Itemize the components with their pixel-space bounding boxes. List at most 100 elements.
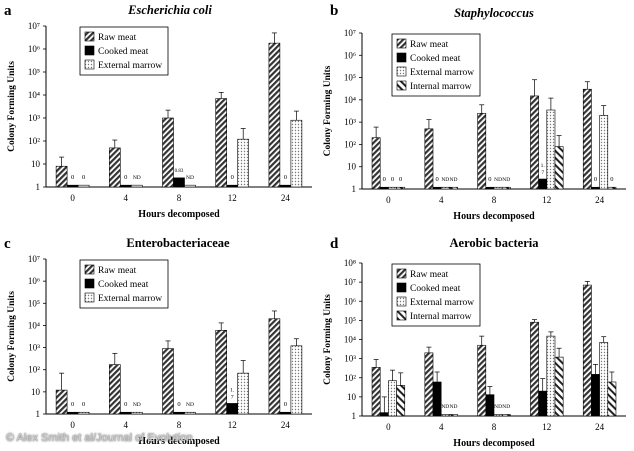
bar-solid xyxy=(120,184,132,188)
legend-swatch xyxy=(396,52,407,63)
legend-label: Raw meat xyxy=(410,40,449,50)
legend-swatch xyxy=(84,59,95,70)
bar-solid xyxy=(432,186,442,190)
legend: Raw meat Cooked meat External marrow xyxy=(79,26,169,76)
y-tick-label: 1 xyxy=(36,182,41,192)
legend-label: Cooked meat xyxy=(98,47,149,57)
bar-dots xyxy=(440,186,450,190)
legend-swatch xyxy=(396,268,407,279)
legend-box xyxy=(391,33,481,97)
x-tick-label: 4 xyxy=(439,195,444,205)
x-tick-label: 0 xyxy=(70,193,75,203)
bar-diag-rev xyxy=(449,186,458,190)
bar-diag xyxy=(371,367,381,417)
bar-solid xyxy=(279,184,292,188)
bar-dots xyxy=(184,184,196,188)
bar-solid xyxy=(538,178,548,190)
data-label: ND xyxy=(441,404,449,410)
bar-dots xyxy=(77,184,90,188)
bar-diag xyxy=(215,330,228,415)
bar-solid xyxy=(279,411,292,415)
bar-diag xyxy=(424,128,434,190)
data-label: 1. xyxy=(541,163,546,169)
x-axis-label: Hours decomposed xyxy=(138,209,220,220)
bar-diag xyxy=(268,318,281,415)
y-axis-label: Colony Forming Units xyxy=(7,61,17,152)
data-label: ND xyxy=(449,177,457,183)
legend-label: External marrow xyxy=(410,298,474,308)
y-tick-label: 10⁷ xyxy=(344,277,356,287)
y-tick-label: 10² xyxy=(28,136,40,146)
y-tick-label: 10⁵ xyxy=(344,315,356,325)
data-label: 0 xyxy=(71,401,74,408)
panel-label: d xyxy=(330,236,339,252)
legend-label: Raw meat xyxy=(410,270,449,280)
bar-dots xyxy=(493,414,503,417)
legend-box xyxy=(79,259,169,309)
chart-title: Enterobacteriaceae xyxy=(126,236,230,250)
y-tick-label: 10⁵ xyxy=(28,298,40,308)
y-tick-label: 10² xyxy=(344,139,356,149)
bar-solid xyxy=(66,411,79,415)
data-label: 0 xyxy=(124,174,127,181)
bar-diag xyxy=(530,321,539,417)
data-label: 0 xyxy=(177,401,180,408)
x-tick-label: 24 xyxy=(281,420,291,430)
bar-diag-rev xyxy=(449,414,458,417)
bar-diag xyxy=(162,348,174,415)
legend-label: Raw meat xyxy=(98,33,137,43)
y-tick-label: 10⁶ xyxy=(344,296,356,306)
data-label: 0 xyxy=(594,176,597,183)
legend-swatch xyxy=(396,282,407,293)
data-label: ND xyxy=(502,404,510,410)
bar-dots xyxy=(237,372,249,415)
y-tick-label: 10⁸ xyxy=(344,258,356,268)
y-tick-label: 10⁴ xyxy=(28,90,40,100)
bar-diag xyxy=(109,147,121,188)
y-axis-label: Colony Forming Units xyxy=(7,291,17,382)
x-tick-label: 4 xyxy=(124,193,129,203)
x-tick-label: 0 xyxy=(70,420,75,430)
data-label: 1. xyxy=(230,387,235,393)
bar-dots xyxy=(77,411,90,415)
x-tick-label: 24 xyxy=(281,193,291,203)
y-tick-label: 10 xyxy=(31,387,41,397)
y-tick-label: 1 xyxy=(36,409,41,419)
legend: Raw meat Cooked meat External marrow Intern… xyxy=(391,263,481,327)
data-label: 0 xyxy=(124,401,127,408)
legend: Raw meat Cooked meat External marrow xyxy=(79,259,169,309)
data-label: 0 xyxy=(383,176,386,183)
x-tick-label: 12 xyxy=(542,195,551,205)
data-label: 0 xyxy=(284,401,287,408)
y-tick-label: 10⁷ xyxy=(28,254,40,264)
bar-diag xyxy=(55,389,68,415)
chart-title: Aerobic bacteria xyxy=(450,236,540,250)
bar-solid xyxy=(66,184,79,188)
data-label: 0 xyxy=(435,176,438,183)
legend: Raw meat Cooked meat External marrow Intern… xyxy=(391,33,481,97)
bar-dots xyxy=(440,414,450,417)
data-label: ND xyxy=(502,177,510,183)
x-tick-label: 8 xyxy=(492,195,497,205)
x-tick-label: 4 xyxy=(124,420,129,430)
bar-diag-rev xyxy=(607,186,617,190)
bar-dots xyxy=(130,184,143,188)
y-tick-label: 10³ xyxy=(28,113,40,123)
x-tick-label: 0 xyxy=(386,422,391,432)
bar-diag xyxy=(582,284,592,417)
legend-swatch xyxy=(84,31,95,42)
bar-diag xyxy=(477,112,487,190)
x-tick-label: 12 xyxy=(542,422,551,432)
y-tick-label: 10² xyxy=(344,373,356,383)
y-tick-label: 10⁵ xyxy=(344,73,356,83)
bar-solid xyxy=(226,403,238,415)
data-label: 0 xyxy=(399,176,402,183)
bar-diag-rev xyxy=(396,385,406,417)
bar-solid xyxy=(379,412,389,417)
bar-diag xyxy=(109,364,121,415)
bar-solid xyxy=(120,411,132,415)
panel-label: b xyxy=(330,3,338,19)
legend-swatch xyxy=(396,66,407,77)
x-axis-label: Hours decomposed xyxy=(453,211,535,222)
